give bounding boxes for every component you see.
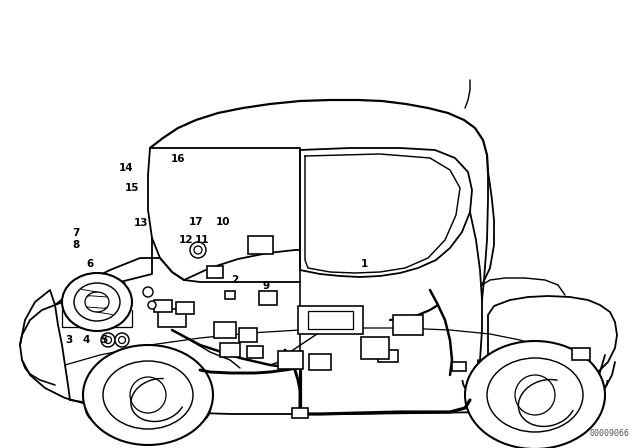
- Text: 00009066: 00009066: [590, 429, 630, 438]
- Bar: [214, 322, 236, 338]
- Text: 5: 5: [100, 336, 108, 345]
- Text: 14: 14: [119, 164, 133, 173]
- Bar: [154, 300, 172, 312]
- Ellipse shape: [83, 345, 213, 445]
- Text: 15: 15: [125, 183, 140, 193]
- Bar: [298, 306, 362, 334]
- Bar: [158, 309, 186, 327]
- Bar: [247, 346, 263, 358]
- Bar: [378, 350, 398, 362]
- Text: 1: 1: [361, 259, 369, 269]
- Text: 9: 9: [262, 281, 269, 291]
- Bar: [248, 236, 273, 254]
- Bar: [225, 291, 235, 299]
- Text: 10: 10: [216, 217, 230, 227]
- Text: 8: 8: [72, 240, 79, 250]
- Bar: [292, 408, 308, 418]
- Circle shape: [148, 301, 156, 309]
- Text: 16: 16: [171, 155, 185, 164]
- Ellipse shape: [465, 341, 605, 448]
- Bar: [307, 311, 353, 329]
- Circle shape: [143, 287, 153, 297]
- Text: 3: 3: [65, 336, 73, 345]
- Text: 2: 2: [231, 276, 239, 285]
- Text: 13: 13: [134, 218, 148, 228]
- Text: 4: 4: [83, 336, 90, 345]
- Bar: [239, 328, 257, 342]
- Text: 17: 17: [189, 217, 204, 227]
- Bar: [393, 315, 423, 335]
- Bar: [176, 302, 194, 314]
- Ellipse shape: [62, 273, 132, 331]
- Bar: [207, 266, 223, 278]
- Bar: [361, 337, 389, 359]
- Text: 6: 6: [86, 259, 93, 269]
- Text: 12: 12: [179, 235, 193, 245]
- Bar: [452, 362, 466, 371]
- Bar: [572, 348, 590, 360]
- Bar: [278, 351, 303, 369]
- Circle shape: [115, 333, 129, 347]
- Bar: [259, 291, 277, 305]
- Text: 7: 7: [72, 228, 79, 238]
- Circle shape: [101, 333, 115, 347]
- Bar: [309, 354, 331, 370]
- Bar: [220, 343, 240, 357]
- Text: 11: 11: [195, 235, 209, 245]
- Circle shape: [190, 242, 206, 258]
